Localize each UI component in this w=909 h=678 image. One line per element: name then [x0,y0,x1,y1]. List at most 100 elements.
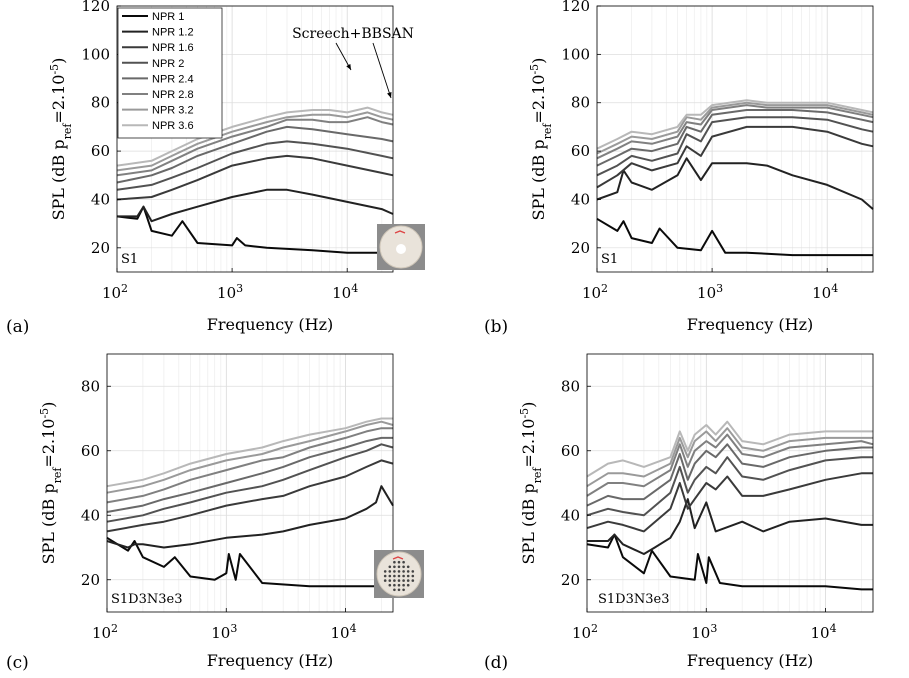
series-line-0 [596,217,873,257]
series-line-1 [596,157,874,210]
perforation-hole [411,570,415,573]
perforation-hole [402,570,405,573]
y-tick-label: 60 [81,442,100,460]
y-axis-label: SPL (dB pref=2.10-5) [518,402,544,565]
arrow-line [372,42,392,99]
x-tick-label: 104 [332,282,358,303]
series-line-7 [586,420,873,478]
perforation-hole [411,574,415,578]
series-line-3 [116,140,394,191]
series-group [596,99,874,257]
perforation-hole [402,565,405,569]
perforation-hole [397,560,401,564]
sample-label: S1 [601,252,618,267]
legend-entry: NPR 2.4 [152,73,194,85]
y-tick-label: 120 [81,0,110,15]
y-tick-label: 60 [561,442,580,460]
perforation-hole [388,583,392,587]
sample-label: S1D3N3e3 [598,592,669,607]
perforation-hole [383,574,387,578]
y-tick-label: 40 [81,506,100,524]
y-tick-label: 60 [91,142,110,160]
x-tick-label: 103 [211,622,237,643]
x-tick-label: 103 [697,282,723,303]
y-tick-label: 40 [91,190,110,208]
x-axis-label: Frequency (Hz) [207,315,334,334]
legend-entry: NPR 1 [152,11,184,23]
panel-tag: (d) [484,653,508,673]
perforation-hole [406,570,410,573]
perforation-hole [393,560,396,564]
perforation-hole [393,574,396,578]
perforation-hole [383,579,387,582]
chart-panel-c: 20 40 60 80 102 103 104 Frequency (Hz) SPL (dB p… [6,353,424,673]
chart-panel-a: 20 40 60 80 100 120 102 103 104 Frequency (Hz) SPL… [6,0,425,337]
y-tick-label: 80 [571,94,590,112]
x-axis-label: Frequency (Hz) [687,651,814,670]
y-tick-label: 20 [561,571,580,589]
perforation-hole [411,579,415,582]
y-tick-label: 20 [91,239,110,257]
y-tick-label: 80 [561,377,580,395]
sample-disc [376,551,422,597]
panel-tag: (a) [6,317,29,337]
y-tick-label: 100 [81,45,110,63]
panel-tag: (c) [6,653,29,673]
series-line-0 [116,205,393,254]
perforation-hole [393,583,396,587]
x-axis-label: Frequency (Hz) [687,315,814,334]
axes-box [106,353,394,613]
axes-box [596,5,874,273]
arrow-head [387,92,392,98]
legend-entry: NPR 3.2 [152,105,194,117]
y-tick-label: 80 [81,377,100,395]
y-tick-label: 60 [571,142,590,160]
perforation-hole [397,583,401,587]
series-line-0 [106,536,393,588]
plot-area [597,6,873,272]
y-tick-label: 120 [561,0,590,15]
y-tick-label: 20 [81,571,100,589]
perforation-hole [388,565,392,569]
series-line-3 [586,456,873,517]
x-tick-label: 102 [572,622,598,643]
perforation-hole [402,574,405,578]
inset-photo [374,550,424,598]
series-line-5 [596,104,874,160]
series-line-6 [116,111,394,172]
perforation-hole [406,583,410,587]
y-tick-label: 100 [561,45,590,63]
series-line-4 [116,125,394,184]
y-axis-label: SPL (dB pref=2.10-5) [528,58,554,221]
series-line-7 [596,99,874,150]
legend-entry: NPR 3.6 [152,120,194,132]
perforation-hole [397,588,401,592]
y-axis-label: SPL (dB pref=2.10-5) [48,58,74,221]
center-hole [396,244,406,254]
y-tick-label: 20 [571,239,590,257]
perforation-hole [393,579,396,582]
plot-area [587,354,873,612]
perforation-hole [397,574,401,578]
series-line-2 [586,472,873,533]
series-line-7 [116,106,394,167]
arrow-head [346,64,351,70]
series-line-5 [116,116,394,177]
series-line-3 [106,443,394,523]
series-line-7 [106,417,393,488]
series-line-2 [116,154,394,201]
series-line-4 [596,109,874,167]
grid [106,354,393,612]
x-tick-label: 104 [812,282,838,303]
legend-entry: NPR 1.2 [152,27,194,39]
chart-panel-b: 20 40 60 80 100 120 102 103 104 Frequency (Hz) SPL… [484,0,874,337]
perforation-hole [402,588,405,592]
x-tick-label: 104 [810,622,836,643]
series-line-5 [106,427,393,504]
perforation-hole [393,570,396,573]
annotation-arrows [335,42,392,99]
y-tick-label: 40 [561,506,580,524]
series-group [106,417,394,588]
series-line-3 [596,116,874,177]
series-line-4 [586,443,873,507]
